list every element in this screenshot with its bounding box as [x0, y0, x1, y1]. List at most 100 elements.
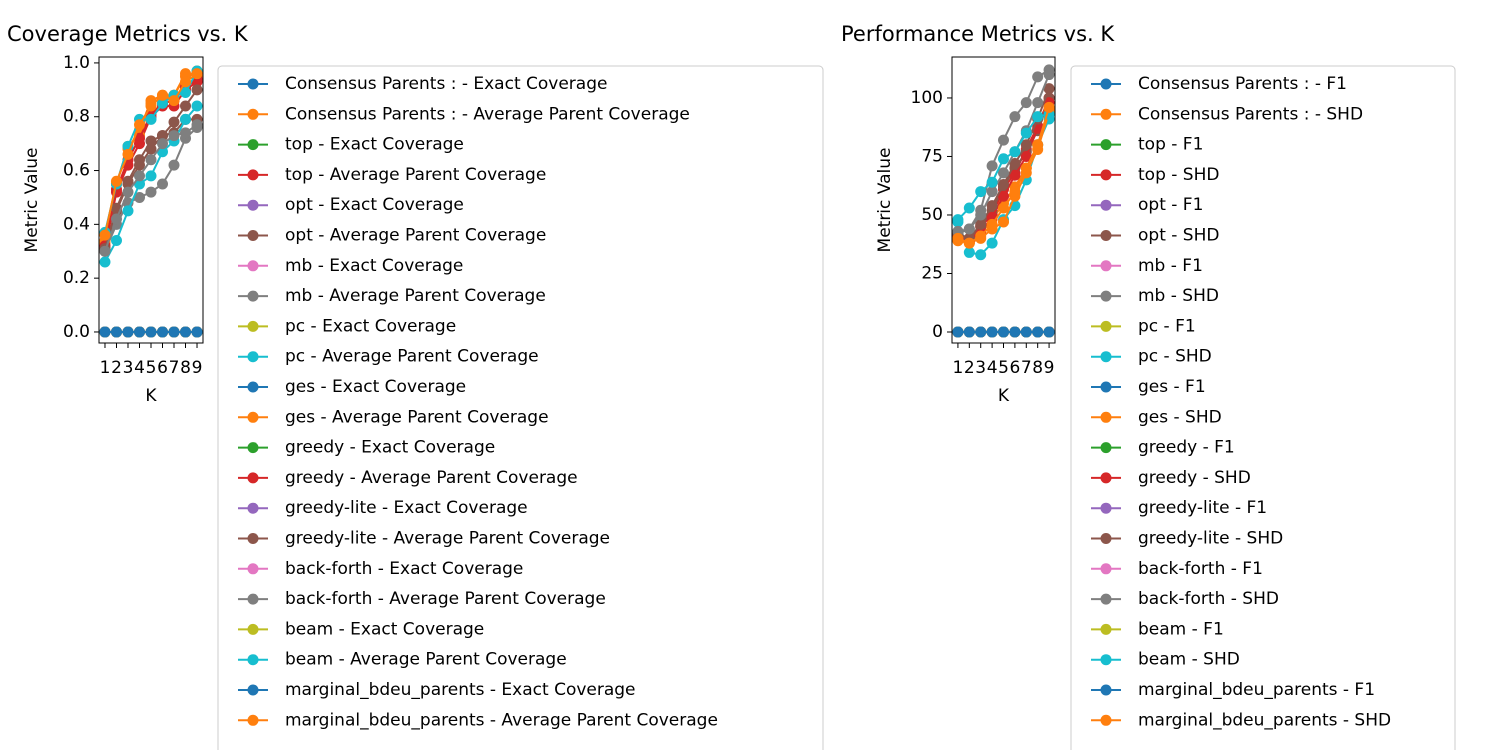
x-tick-label: 7: [1021, 358, 1032, 378]
legend-marker: [247, 654, 259, 666]
point: [963, 326, 975, 338]
point: [122, 175, 134, 187]
y-tick-label: 0.4: [63, 214, 90, 234]
point: [99, 326, 111, 338]
point: [986, 160, 998, 172]
legend-marker: [247, 472, 259, 484]
legend-label: pc - SHD: [1138, 347, 1212, 367]
legend-marker: [247, 199, 259, 211]
y-tick-label: 0: [932, 322, 943, 342]
point: [110, 326, 122, 338]
legend-label: marginal_bdeu_parents - Average Parent C…: [285, 710, 718, 730]
point: [157, 178, 169, 190]
x-tick-label: 9: [1044, 358, 1055, 378]
legend-marker: [247, 351, 259, 363]
legend-label: greedy-lite - F1: [1138, 498, 1267, 518]
legend-marker: [1100, 351, 1112, 363]
point: [110, 234, 122, 246]
legend-label: opt - Average Parent Coverage: [285, 226, 546, 246]
legend-marker: [1100, 290, 1112, 302]
legend-label: mb - Exact Coverage: [285, 256, 463, 276]
legend-label: opt - Exact Coverage: [285, 195, 464, 215]
legend-marker: [247, 381, 259, 393]
x-tick-label: 9: [192, 358, 203, 378]
y-tick-label: 100: [911, 88, 943, 108]
point: [1032, 139, 1044, 151]
point: [191, 100, 203, 112]
point: [1009, 146, 1021, 158]
point: [145, 100, 157, 112]
legend-marker: [247, 320, 259, 332]
axes-frame: [98, 56, 204, 344]
legend-label: beam - Average Parent Coverage: [285, 650, 567, 670]
point: [168, 326, 180, 338]
point: [998, 190, 1009, 202]
point: [157, 138, 169, 150]
legend-label: greedy - Average Parent Coverage: [285, 468, 578, 488]
legend-label: pc - Exact Coverage: [285, 316, 456, 336]
point: [145, 186, 157, 198]
point: [133, 154, 145, 166]
point: [952, 326, 964, 338]
legend-label: ges - F1: [1138, 377, 1206, 397]
point: [975, 218, 987, 230]
point: [168, 95, 180, 107]
point: [1020, 150, 1032, 162]
legend-label: greedy-lite - Average Parent Coverage: [285, 529, 610, 549]
y-tick-label: 0.8: [63, 107, 90, 127]
point: [133, 170, 145, 182]
x-tick-label: 6: [157, 358, 168, 378]
x-tick-label: 1: [953, 358, 964, 378]
y-tick-label: 1.0: [63, 53, 90, 73]
legend-label: mb - SHD: [1138, 286, 1219, 306]
x-tick-label: 6: [1009, 358, 1020, 378]
legend-marker: [247, 78, 259, 90]
legend-label: mb - Average Parent Coverage: [285, 286, 546, 306]
point: [1009, 111, 1021, 123]
y-axis-label: Metric Value: [22, 148, 42, 253]
y-tick-label: 75: [921, 146, 943, 166]
point: [180, 127, 192, 139]
point: [952, 232, 964, 244]
legend-label: top - F1: [1138, 135, 1203, 155]
point: [998, 202, 1009, 214]
legend-label: top - Exact Coverage: [285, 135, 464, 155]
x-axis-label: K: [998, 386, 1010, 406]
legend-marker: [247, 563, 259, 575]
legend-marker: [247, 593, 259, 605]
legend-marker: [1100, 654, 1112, 666]
x-tick-label: 4: [134, 358, 145, 378]
x-tick-label: 5: [998, 358, 1009, 378]
point: [986, 218, 998, 230]
legend-label: ges - SHD: [1138, 407, 1222, 427]
point: [1043, 83, 1055, 95]
legend-box: [217, 65, 824, 750]
legend-label: greedy - SHD: [1138, 468, 1251, 488]
x-tick-label: 5: [146, 358, 157, 378]
legend-marker: [247, 108, 259, 120]
point: [1043, 69, 1055, 81]
legend-marker: [247, 684, 259, 696]
x-tick-label: 1: [100, 358, 111, 378]
point: [122, 148, 134, 160]
legend-marker: [247, 714, 259, 726]
legend-marker: [1100, 472, 1112, 484]
point: [180, 100, 192, 112]
point: [145, 170, 157, 182]
legend-label: back-forth - Exact Coverage: [285, 559, 523, 579]
legend-marker: [1100, 78, 1112, 90]
legend-label: marginal_bdeu_parents - F1: [1138, 680, 1375, 700]
x-axis-label: K: [145, 386, 157, 406]
legend-marker: [1100, 199, 1112, 211]
axes-frame: [951, 56, 1056, 344]
point: [1020, 127, 1032, 139]
point: [986, 200, 998, 212]
point: [975, 209, 987, 221]
legend-marker: [1100, 320, 1112, 332]
point: [998, 179, 1009, 191]
legend-marker: [1100, 533, 1112, 544]
point: [1043, 101, 1055, 113]
legend-label: opt - F1: [1138, 195, 1203, 215]
point: [157, 130, 169, 142]
point: [1020, 97, 1032, 109]
